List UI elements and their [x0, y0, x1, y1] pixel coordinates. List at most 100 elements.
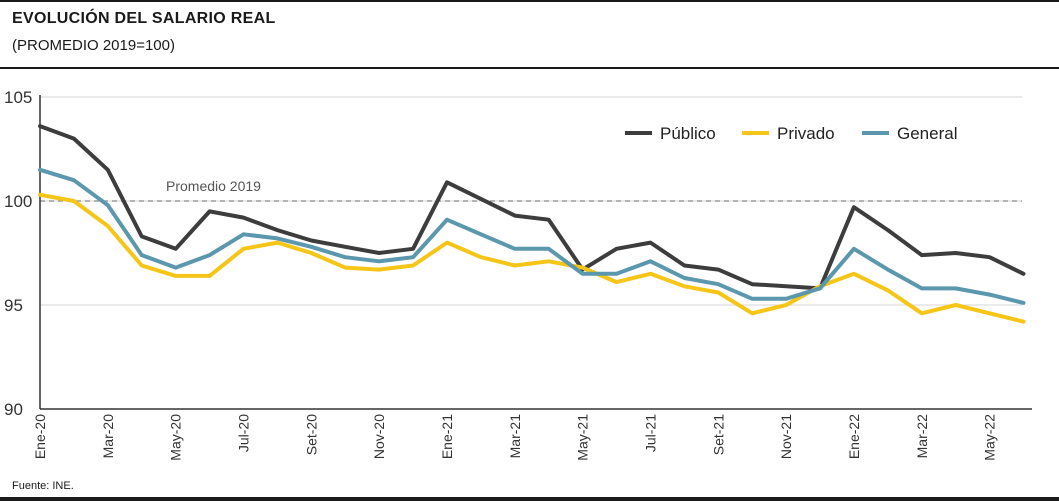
point-Privado-Mar-20 — [106, 224, 110, 228]
point-Público-Feb-21 — [479, 197, 483, 201]
point-General-May-21 — [581, 272, 585, 276]
x-tick-Set-21: Set-21 — [710, 414, 726, 455]
point-Privado-Feb-21 — [479, 255, 483, 259]
series-line-Público — [38, 124, 1026, 291]
point-General-Jun-20 — [207, 253, 212, 257]
x-tick-Set-20: Set-20 — [303, 414, 319, 455]
point-Público-Abr-21 — [547, 218, 551, 222]
point-Privado-Jun-20 — [207, 274, 212, 278]
point-General-Abr-21 — [547, 247, 551, 251]
point-Público-Ene-20 — [38, 124, 42, 128]
reference-line-label: Promedio 2019 — [166, 178, 261, 194]
point-General-Mar-22 — [920, 286, 924, 290]
legend-label-Público: Público — [660, 124, 716, 143]
point-General-Ene-21 — [445, 218, 449, 222]
point-Público-Mar-21 — [513, 213, 517, 218]
point-Privado-Jul-21 — [648, 272, 653, 276]
legend-label-Privado: Privado — [777, 124, 835, 143]
point-General-Feb-22 — [886, 268, 890, 272]
point-Privado-Set-20 — [309, 251, 313, 255]
point-General-Jun-21 — [614, 272, 619, 276]
point-General-Mar-20 — [106, 203, 110, 207]
point-Privado-Abr-22 — [954, 303, 958, 307]
legend-label-General: General — [897, 124, 957, 143]
point-Privado-Jul-20 — [241, 247, 246, 251]
x-tick-Nov-20: Nov-20 — [371, 414, 387, 459]
point-Público-Ago-21 — [682, 263, 686, 268]
point-General-Oct-21 — [750, 297, 754, 301]
point-Privado-May-22 — [988, 311, 992, 315]
point-General-Ene-20 — [38, 168, 42, 172]
point-Público-Ago-20 — [275, 228, 280, 232]
x-tick-Mar-21: Mar-21 — [507, 414, 523, 459]
legend: Público Privado General — [625, 124, 957, 143]
point-Público-Abr-22 — [954, 251, 958, 255]
point-Público-May-22 — [988, 255, 992, 259]
x-tick-May-22: May-22 — [982, 414, 998, 461]
point-Privado-Oct-21 — [750, 311, 754, 315]
point-Público-Abr-20 — [140, 234, 144, 238]
point-Público-Jun-22 — [1021, 272, 1026, 276]
point-Público-Mar-20 — [106, 168, 110, 172]
point-Privado-May-20 — [174, 274, 178, 278]
source-note: Fuente: INE. — [12, 480, 74, 492]
top-rule — [0, 0, 1059, 2]
point-Público-Jun-21 — [614, 247, 619, 251]
point-Privado-Abr-20 — [140, 263, 144, 268]
point-Privado-Ene-22 — [852, 272, 856, 276]
point-Privado-Feb-22 — [886, 288, 890, 293]
point-Público-Mar-22 — [920, 253, 924, 257]
point-Privado-May-21 — [581, 265, 585, 270]
point-Público-Ene-22 — [852, 205, 856, 209]
x-tick-labels: Ene-20 Mar-20 May-20 Jul-20 Set-20 Nov-20 Ene-… — [32, 414, 998, 461]
axes — [39, 95, 1032, 410]
x-tick-Nov-21: Nov-21 — [778, 414, 794, 459]
series-line-General — [38, 167, 1026, 305]
point-Público-Oct-21 — [750, 282, 754, 286]
y-tick-105: 105 — [4, 88, 32, 107]
point-Privado-Jun-21 — [614, 280, 619, 284]
point-Público-Ene-21 — [445, 180, 449, 184]
point-General-Set-20 — [309, 245, 313, 249]
point-Público-Dic-20 — [411, 247, 415, 251]
point-General-Abr-20 — [140, 253, 144, 257]
x-tick-Jul-21: Jul-21 — [642, 414, 658, 452]
point-Privado-Ene-21 — [445, 241, 449, 245]
y-tick-100: 100 — [4, 192, 32, 211]
point-Público-Feb-20 — [72, 137, 76, 141]
point-Privado-Mar-22 — [920, 311, 924, 315]
point-Público-Jul-20 — [241, 216, 246, 220]
point-General-Ene-22 — [852, 247, 856, 251]
point-General-Mar-21 — [513, 247, 517, 251]
point-Público-Oct-20 — [343, 245, 347, 249]
x-tick-Jul-20: Jul-20 — [235, 414, 251, 452]
point-Público-Set-21 — [716, 268, 720, 272]
series-line-Privado — [38, 192, 1026, 324]
point-General-Dic-21 — [818, 286, 822, 290]
y-tick-labels: 90 95 100 105 — [4, 88, 32, 419]
x-tick-May-20: May-20 — [168, 414, 184, 461]
point-General-Jul-21 — [648, 259, 653, 263]
point-General-Feb-21 — [479, 232, 483, 236]
point-Público-Set-20 — [309, 238, 313, 243]
point-General-Ago-21 — [682, 276, 686, 280]
point-Privado-Ene-20 — [38, 193, 42, 197]
point-General-May-22 — [988, 293, 992, 297]
point-Privado-Jun-22 — [1021, 320, 1026, 324]
y-tick-95: 95 — [4, 296, 23, 315]
point-Público-Nov-21 — [784, 284, 788, 288]
point-Público-Jul-21 — [648, 241, 653, 245]
line-chart: Promedio 2019 90 95 100 105 Ene-20 Mar-20 May… — [4, 88, 1032, 461]
point-Privado-Nov-21 — [784, 303, 788, 307]
point-General-Oct-20 — [343, 255, 347, 259]
point-General-May-20 — [174, 265, 178, 270]
point-General-Jul-20 — [241, 232, 246, 236]
x-tick-Mar-22: Mar-22 — [914, 414, 930, 459]
point-General-Nov-21 — [784, 297, 788, 301]
bottom-rule — [0, 497, 1059, 501]
x-tick-May-21: May-21 — [575, 414, 591, 461]
point-Privado-Set-21 — [716, 290, 720, 295]
point-Público-Jun-20 — [207, 209, 212, 213]
x-tick-Mar-20: Mar-20 — [100, 414, 116, 459]
x-tick-Ene-20: Ene-20 — [32, 414, 48, 459]
